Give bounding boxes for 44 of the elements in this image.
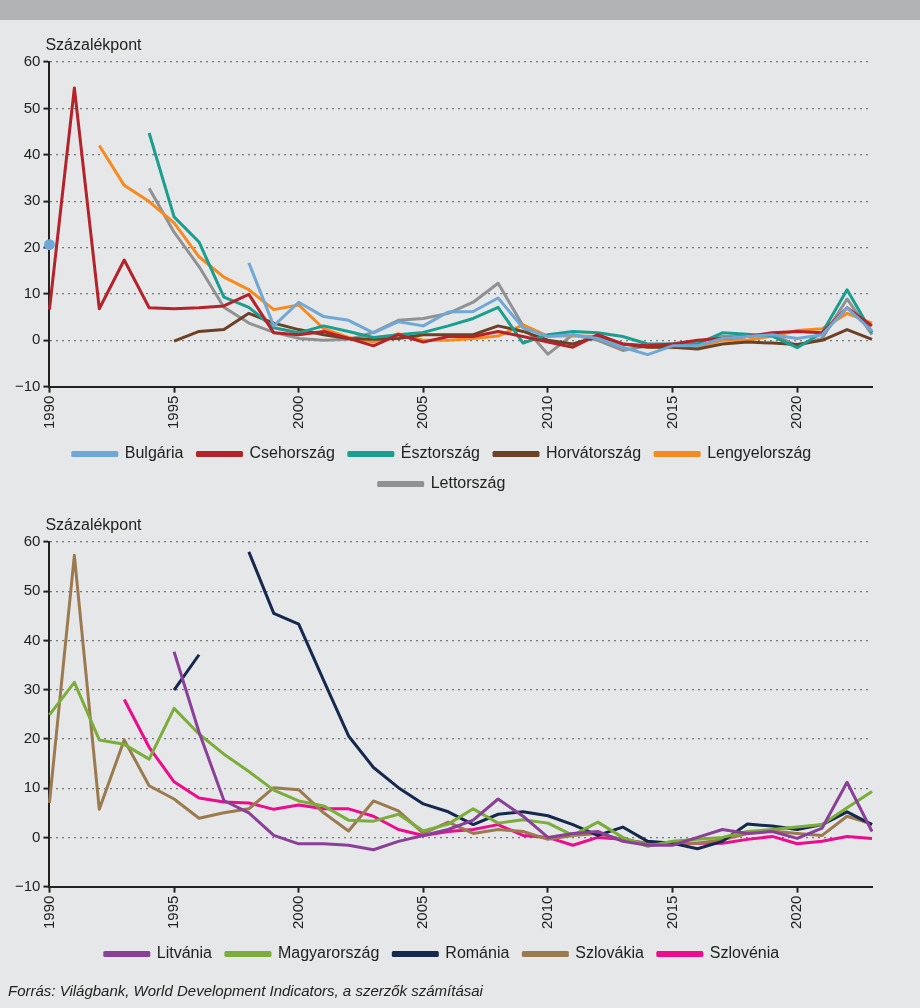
x-tick-label: 2020 (787, 895, 805, 930)
legend-label: Románia (445, 944, 510, 962)
x-tick-label: 2015 (662, 895, 680, 930)
legend-label: Szlovákia (575, 944, 644, 962)
y-axis-title: Százalékpont (45, 516, 143, 534)
x-tick-label: 2000 (288, 895, 306, 930)
legend-label: Lengyelország (707, 444, 812, 462)
legend-label: Litvánia (156, 944, 213, 962)
y-tick-label: 60 (23, 52, 41, 70)
legend-label: Horvátország (546, 444, 642, 462)
y-tick-label: 0 (32, 330, 41, 348)
x-tick-label: 1990 (39, 895, 57, 930)
y-tick-label: −10 (14, 876, 41, 894)
y-tick-label: 40 (23, 144, 41, 162)
x-tick-label: 1995 (164, 895, 182, 930)
text: Forrás: Világbank, World Development Indicators, a szerzők számításai (8, 981, 484, 999)
y-tick-label: 20 (23, 237, 41, 255)
x-tick-label: 2010 (538, 895, 556, 930)
y-tick-label: 10 (23, 778, 41, 796)
y-tick-label: 50 (23, 581, 41, 599)
legend-label: Észtország (400, 443, 480, 462)
x-tick-label: 2000 (288, 395, 306, 430)
x-tick-label: 1995 (164, 395, 182, 430)
y-tick-label: 0 (32, 827, 41, 845)
legend-label: Lettország (430, 474, 506, 492)
y-tick-label: 60 (23, 532, 41, 550)
y-tick-label: 10 (23, 284, 41, 302)
y-tick-label: 50 (23, 98, 41, 116)
legend-label: Szlovénia (709, 944, 780, 962)
y-tick-label: 30 (23, 679, 41, 697)
y-tick-label: −10 (14, 376, 41, 394)
legend-label: Bulgária (124, 444, 184, 462)
x-tick-label: 2015 (662, 395, 680, 430)
x-tick-label: 2005 (413, 395, 431, 430)
y-tick-label: 40 (23, 630, 41, 648)
x-tick-label: 2010 (538, 395, 556, 430)
y-tick-label: 30 (23, 191, 41, 209)
y-tick-label: 20 (23, 729, 41, 747)
y-axis-title: Százalékpont (45, 36, 143, 54)
legend-label: Csehország (249, 444, 335, 462)
x-tick-label: 2005 (413, 895, 431, 930)
legend-label: Magyarország (277, 944, 380, 962)
x-tick-label: 2020 (787, 395, 805, 430)
x-tick-label: 1990 (39, 395, 57, 430)
